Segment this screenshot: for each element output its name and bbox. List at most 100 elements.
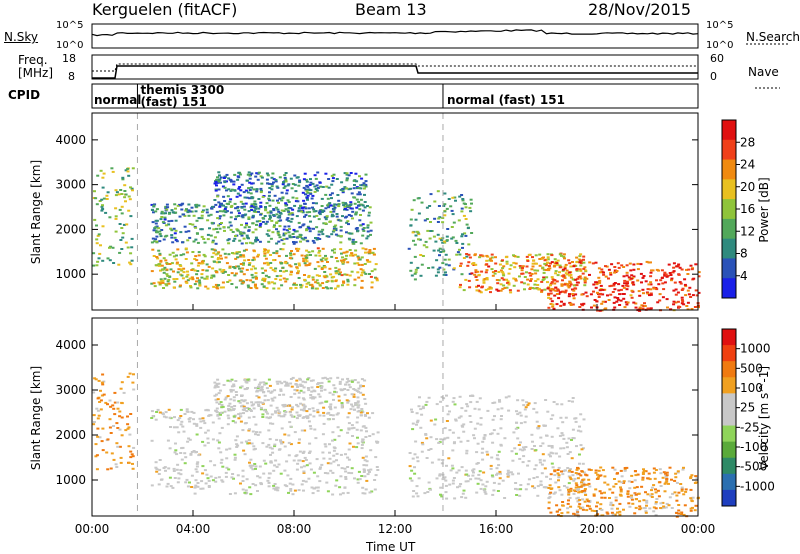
echo-cell [584,291,588,294]
echo-cell [361,393,365,396]
echo-cell [541,279,545,281]
echo-cell [214,384,218,387]
echo-cell [323,266,327,269]
echo-cell [280,191,284,194]
echo-cell [296,386,300,388]
echo-cell [194,468,198,471]
echo-cell [451,431,455,434]
echo-cell [464,469,468,472]
echo-cell [229,388,233,391]
echo-cell [351,241,355,243]
echo-cell [160,268,164,271]
echo-cell [251,265,255,268]
echo-cell [461,233,464,236]
echo-cell [212,252,216,255]
echo-cell [549,451,553,454]
echo-cell [433,423,437,426]
echo-cell [104,401,108,404]
echo-cell [453,497,457,500]
echo-cell [419,426,423,429]
echo-cell [564,263,568,266]
echo-cell [578,255,582,258]
echo-cell [429,488,432,491]
echo-cell [362,468,366,471]
echo-cell [521,449,525,452]
echo-cell [495,288,499,291]
echo-cell [667,504,671,507]
echo-cell [570,457,574,460]
echo-cell [280,262,283,265]
echo-cell [326,287,330,290]
echo-cell [525,271,528,274]
echo-cell [553,474,557,477]
velocity-cbar-label: -500 [740,460,767,474]
echo-cell [468,286,472,289]
echo-cell [232,385,236,388]
echo-cell [254,386,257,389]
echo-cell [574,486,578,489]
echo-cell [111,170,115,173]
echo-cell [245,478,249,481]
echo-cell [627,480,631,483]
echo-cell [254,423,258,426]
echo-cell [242,232,246,235]
echo-cell [249,287,253,289]
echo-cell [559,304,563,307]
echo-cell [312,410,316,413]
echo-cell [269,237,273,240]
echo-cell [435,438,439,441]
echo-cell [352,395,356,398]
echo-cell [221,185,225,188]
echo-cell [126,170,130,173]
echo-cell [409,269,413,272]
echo-cell [233,189,237,192]
echo-cell [230,188,234,191]
echo-cell [418,238,422,241]
echo-cell [464,203,467,206]
echo-cell [101,427,105,430]
echo-cell [272,484,276,487]
echo-cell [578,425,581,428]
echo-cell [318,238,322,240]
echo-cell [201,269,205,272]
echo-cell [341,378,344,381]
echo-cell [269,460,273,463]
echo-cell [374,263,378,266]
echo-cell [590,509,594,512]
echo-cell [420,413,424,416]
echo-cell [435,259,439,262]
echo-cell [279,439,282,442]
echo-cell [131,167,135,170]
echo-cell [307,408,311,411]
echo-cell [175,254,178,257]
echo-cell [328,220,332,223]
echo-cell [549,417,553,420]
echo-cell [234,439,238,442]
echo-cell [280,239,284,242]
echo-cell [479,417,483,420]
echo-cell [460,194,464,196]
echo-cell [601,300,605,303]
echo-cell [309,379,313,382]
echo-cell [294,263,298,266]
echo-cell [292,241,295,243]
echo-cell [641,276,645,279]
echo-cell [648,507,652,510]
echo-cell [124,193,128,196]
echo-cell [571,400,574,403]
echo-cell [191,251,195,253]
echo-cell [428,205,432,207]
echo-cell [530,433,534,436]
echo-cell [550,446,554,449]
echo-cell [475,451,479,454]
echo-cell [690,308,694,310]
echo-cell [546,261,549,264]
echo-cell [571,278,575,281]
echo-cell [476,270,480,273]
echo-cell [618,493,622,496]
echo-cell [263,409,267,412]
echo-cell [226,281,230,283]
echo-cell [284,172,288,174]
echo-cell [359,391,363,394]
echo-cell [128,433,132,436]
